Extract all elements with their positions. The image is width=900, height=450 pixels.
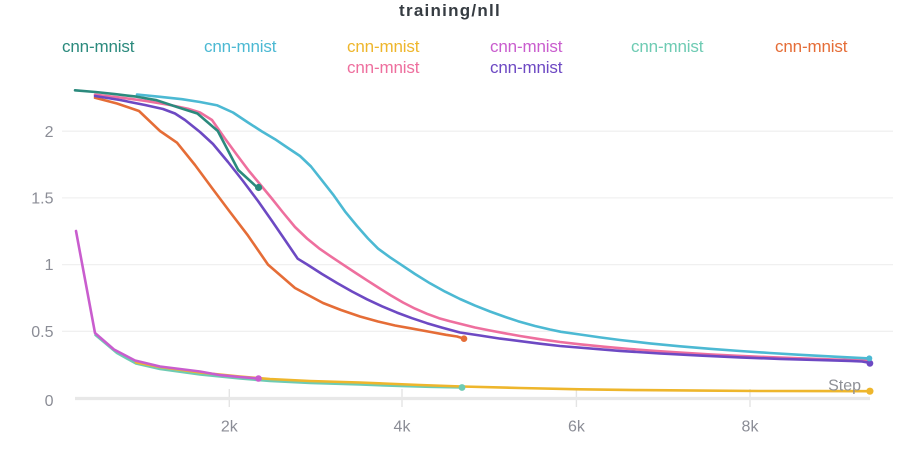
svg-text:1: 1: [45, 257, 54, 274]
svg-text:1.5: 1.5: [31, 191, 53, 208]
svg-text:4k: 4k: [394, 419, 412, 436]
svg-text:0.5: 0.5: [31, 324, 53, 341]
svg-text:2: 2: [45, 124, 54, 141]
svg-text:0: 0: [45, 393, 54, 410]
svg-text:2k: 2k: [221, 419, 239, 436]
svg-text:6k: 6k: [568, 419, 586, 436]
svg-text:8k: 8k: [742, 419, 760, 436]
svg-text:Step: Step: [828, 378, 861, 395]
